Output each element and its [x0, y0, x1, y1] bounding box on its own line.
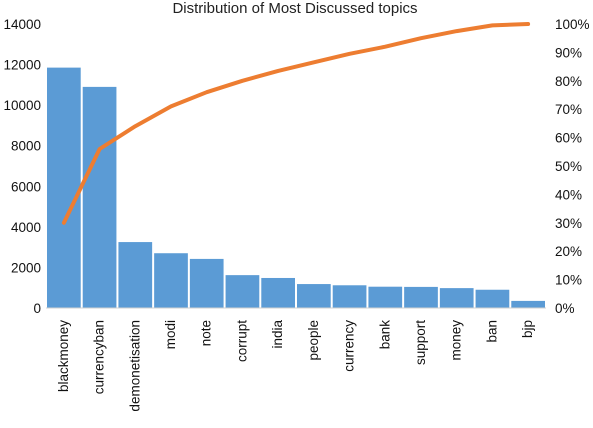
left-tick-label: 12000: [3, 58, 41, 73]
right-tick-label: 50%: [555, 159, 582, 174]
bar-corrupt: [225, 275, 260, 308]
bar-currency: [332, 285, 367, 308]
left-tick-label: 2000: [11, 260, 41, 275]
bar-modi: [154, 253, 188, 308]
category-label-support: support: [413, 320, 428, 365]
left-tick-label: 14000: [3, 17, 41, 32]
bar-bjp: [511, 300, 545, 308]
right-tick-label: 40%: [555, 187, 582, 202]
left-axis: 0 2000 4000 6000 8000 10000 12000 14000: [3, 17, 41, 316]
category-label-ban: ban: [484, 320, 499, 343]
chart-title: Distribution of Most Discussed topics: [172, 0, 417, 17]
right-tick-label: 30%: [555, 216, 582, 231]
right-tick-label: 100%: [555, 17, 590, 32]
bar-demonetisation: [118, 242, 153, 308]
bar-currencyban: [82, 86, 117, 308]
cumulative-line: [61, 22, 531, 225]
right-axis: 0% 10% 20% 30% 40% 50% 60% 70% 80% 90% 100%: [555, 17, 590, 316]
right-tick-label: 70%: [555, 102, 582, 117]
category-label-currencyban: currencyban: [92, 320, 107, 394]
right-tick-label: 10%: [555, 273, 582, 288]
bar-india: [261, 277, 295, 308]
category-label-india: india: [270, 320, 285, 349]
category-label-people: people: [306, 320, 321, 361]
category-label-note: note: [199, 320, 214, 346]
category-axis: blackmoney currencyban demonetisation modi n…: [56, 320, 535, 412]
category-label-blackmoney: blackmoney: [56, 320, 71, 392]
category-label-bjp: bjp: [520, 320, 535, 338]
left-tick-label: 10000: [3, 98, 41, 113]
right-tick-label: 20%: [555, 244, 582, 259]
bar-series: [47, 67, 545, 308]
category-label-money: money: [449, 320, 464, 361]
category-label-currency: currency: [342, 320, 357, 372]
left-tick-label: 8000: [11, 139, 41, 154]
bar-blackmoney: [47, 67, 81, 308]
left-tick-label: 0: [33, 301, 41, 316]
category-label-corrupt: corrupt: [234, 320, 249, 362]
bar-money: [439, 288, 474, 308]
right-tick-label: 90%: [555, 45, 582, 60]
bar-ban: [475, 289, 510, 308]
category-label-modi: modi: [163, 320, 178, 349]
right-tick-label: 60%: [555, 131, 582, 146]
right-tick-label: 80%: [555, 74, 582, 89]
cumulative-line-series: [61, 22, 531, 225]
right-tick-label: 0%: [555, 301, 575, 316]
bar-note: [189, 258, 224, 308]
bar-people: [297, 284, 331, 308]
category-label-demonetisation: demonetisation: [127, 320, 142, 412]
bar-bank: [368, 286, 403, 308]
category-label-bank: bank: [377, 320, 392, 350]
bar-support: [404, 286, 438, 308]
left-tick-label: 4000: [11, 220, 41, 235]
left-tick-label: 6000: [11, 179, 41, 194]
